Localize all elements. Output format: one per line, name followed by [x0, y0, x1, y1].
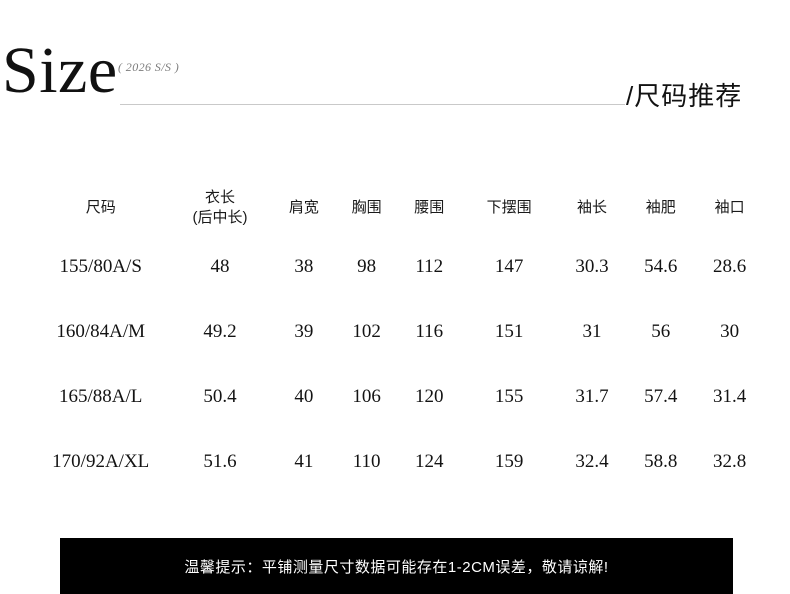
cell-bust: 110	[352, 450, 381, 472]
column-header-bust: 胸围	[351, 198, 382, 216]
cell-shoulder: 40	[294, 385, 314, 407]
page-title: Size	[2, 34, 118, 107]
cell-waist: 124	[415, 450, 444, 472]
cell-cuff: 28.6	[712, 255, 747, 277]
cell-sleeve-len: 32.4	[575, 450, 609, 472]
table-header: 尺码 衣长 (后中长) 肩宽 胸围 腰围 下摆围 袖长 袖肥 袖口	[34, 182, 764, 234]
column-header-waist: 腰围	[414, 198, 445, 216]
cell-length: 48	[210, 255, 230, 277]
cell-bust: 102	[352, 320, 381, 342]
column-header-size: 尺码	[85, 198, 116, 216]
table-row: 155/80A/S 48 38 98 112 147 30.3 54.6 28.…	[34, 234, 764, 299]
cell-sleeve-len: 31	[582, 320, 602, 342]
cell-bust: 98	[357, 255, 377, 277]
column-header-shoulder: 肩宽	[288, 198, 319, 216]
cell-sleeve-width: 54.6	[644, 255, 678, 277]
cell-sleeve-width: 56	[651, 320, 671, 342]
cell-waist: 120	[415, 385, 444, 407]
cell-cuff: 31.4	[712, 385, 747, 407]
table-row: 165/88A/L 50.4 40 106 120 155 31.7 57.4 …	[34, 364, 764, 429]
cell-hem: 151	[494, 320, 524, 342]
cell-cuff: 32.8	[712, 450, 747, 472]
season-label: ( 2026 S/S )	[118, 60, 180, 74]
cell-waist: 112	[415, 255, 444, 277]
notice-banner: 温馨提示：平铺测量尺寸数据可能存在1-2CM误差，敬请谅解!	[60, 538, 733, 594]
cell-size: 160/84A/M	[56, 320, 146, 342]
cell-sleeve-width: 57.4	[644, 385, 678, 407]
cell-shoulder: 38	[294, 255, 314, 277]
cell-length: 50.4	[203, 385, 237, 407]
size-chart-table: 尺码 衣长 (后中长) 肩宽 胸围 腰围 下摆围 袖长 袖肥 袖口 155/80…	[34, 182, 764, 494]
cell-bust: 106	[352, 385, 381, 407]
cell-length: 51.6	[203, 450, 237, 472]
cell-size: 155/80A/S	[59, 255, 142, 277]
cell-sleeve-len: 30.3	[575, 255, 609, 277]
column-header-sleeve-len: 袖长	[577, 198, 608, 216]
cell-size: 170/92A/XL	[52, 450, 150, 472]
cell-length: 49.2	[203, 320, 237, 342]
column-header-hem: 下摆围	[486, 198, 532, 216]
table-row: 170/92A/XL 51.6 41 110 124 159 32.4 58.8…	[34, 429, 764, 494]
column-header-length: 衣长 (后中长)	[192, 188, 248, 226]
header-subtitle: /尺码推荐	[626, 81, 743, 111]
notice-text: 温馨提示：平铺测量尺寸数据可能存在1-2CM误差，敬请谅解!	[184, 558, 609, 576]
cell-sleeve-width: 58.8	[644, 450, 678, 472]
table-body: 155/80A/S 48 38 98 112 147 30.3 54.6 28.…	[34, 234, 764, 494]
cell-shoulder: 39	[294, 320, 314, 342]
cell-hem: 147	[494, 255, 524, 277]
cell-sleeve-len: 31.7	[575, 385, 609, 407]
cell-shoulder: 41	[294, 450, 314, 472]
table-header-row: 尺码 衣长 (后中长) 肩宽 胸围 腰围 下摆围 袖长 袖肥 袖口	[34, 182, 764, 234]
header-divider	[120, 104, 625, 105]
cell-hem: 155	[494, 385, 524, 407]
column-header-cuff: 袖口	[714, 198, 745, 216]
cell-hem: 159	[494, 450, 524, 472]
cell-waist: 116	[415, 320, 444, 342]
cell-size: 165/88A/L	[59, 385, 143, 407]
page-header: Size ( 2026 S/S ) /尺码推荐	[0, 38, 790, 116]
cell-cuff: 30	[720, 320, 740, 342]
column-header-sleeve-width: 袖肥	[645, 198, 676, 216]
table-row: 160/84A/M 49.2 39 102 116 151 31 56 30	[34, 299, 764, 364]
